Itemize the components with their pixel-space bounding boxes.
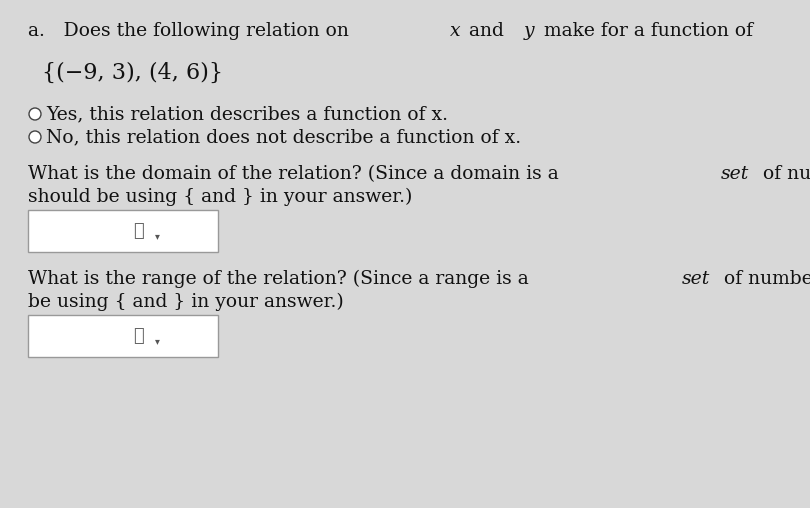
- FancyBboxPatch shape: [28, 315, 218, 357]
- Text: should be using { and } in your answer.): should be using { and } in your answer.): [28, 188, 412, 206]
- Text: 🖉: 🖉: [133, 222, 143, 240]
- Text: x: x: [450, 22, 460, 40]
- Text: 🖉: 🖉: [133, 327, 143, 345]
- Text: set: set: [721, 165, 748, 183]
- Text: be using { and } in your answer.): be using { and } in your answer.): [28, 293, 343, 311]
- Text: {(−9, 3), (4, 6)}: {(−9, 3), (4, 6)}: [42, 62, 223, 84]
- Circle shape: [29, 108, 41, 120]
- Text: make for a function of: make for a function of: [538, 22, 759, 40]
- Text: and: and: [463, 22, 510, 40]
- Text: set: set: [682, 270, 710, 288]
- Circle shape: [29, 131, 41, 143]
- Text: What is the domain of the relation? (Since a domain is a: What is the domain of the relation? (Sin…: [28, 165, 565, 183]
- Text: of numbers, you should: of numbers, you should: [718, 270, 810, 288]
- Text: No, this relation does not describe a function of x.: No, this relation does not describe a fu…: [46, 128, 521, 146]
- FancyBboxPatch shape: [28, 210, 218, 252]
- Text: What is the range of the relation? (Since a range is a: What is the range of the relation? (Sinc…: [28, 270, 535, 288]
- Text: Yes, this relation describes a function of x.: Yes, this relation describes a function …: [46, 105, 448, 123]
- Text: y: y: [524, 22, 535, 40]
- Text: ▾: ▾: [155, 336, 160, 346]
- Text: of numbers, you: of numbers, you: [757, 165, 810, 183]
- Text: a. Does the following relation on: a. Does the following relation on: [28, 22, 355, 40]
- Text: ▾: ▾: [155, 231, 160, 241]
